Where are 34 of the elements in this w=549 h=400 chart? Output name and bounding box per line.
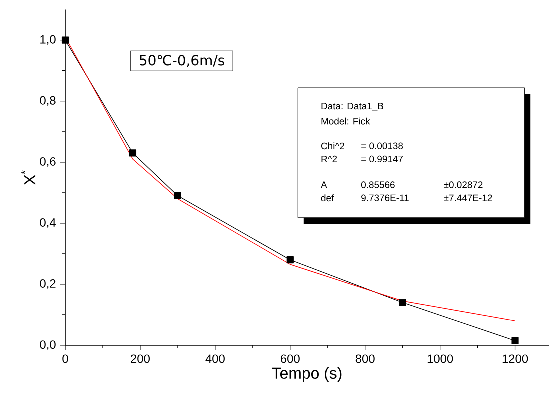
y-tick-label: 0,2	[40, 280, 56, 290]
y-tick-label: 0,4	[40, 218, 56, 228]
annotation: A	[321, 182, 328, 188]
y-tick-label: 0,6	[40, 157, 56, 168]
y-axis-title: X$^{*}$	[22, 170, 36, 186]
x-tick-label: 600	[281, 354, 300, 364]
x-tick-label: 1000	[428, 354, 454, 364]
point	[174, 192, 182, 200]
annotation: = 0.99147	[362, 156, 403, 163]
annotation: 50℃-0,6m/s	[140, 55, 224, 68]
point	[399, 299, 406, 306]
y-tick-label: 0,0	[40, 340, 56, 350]
x-axis-title: Tempo (s)	[272, 367, 342, 382]
y-tick-label: 1,0	[40, 35, 56, 46]
annotation: 0.85566	[361, 182, 395, 188]
annotation: R^2	[322, 156, 338, 163]
x-tick-label: 800	[356, 354, 375, 364]
x-tick-label: 400	[206, 354, 225, 364]
annotation: def	[321, 194, 334, 202]
annotation: 9.7376E-11	[362, 194, 409, 202]
point	[286, 256, 294, 264]
annotation: ±0.02872	[444, 182, 483, 188]
annotation: Chi^2	[321, 142, 344, 150]
annotation: Model: Fick	[322, 118, 370, 125]
point	[62, 36, 70, 44]
x-tick-label: 200	[131, 354, 150, 364]
y-tick-label: 0,8	[40, 96, 56, 106]
point	[129, 150, 137, 157]
x-tick-label: 1200	[502, 354, 528, 364]
annotation: ±7.447E-12	[444, 194, 492, 202]
annotation: = 0.00138	[362, 142, 404, 150]
x-tick-label: 0	[62, 354, 68, 364]
point	[512, 337, 519, 344]
annotation: Data: Data1_B	[322, 103, 384, 112]
